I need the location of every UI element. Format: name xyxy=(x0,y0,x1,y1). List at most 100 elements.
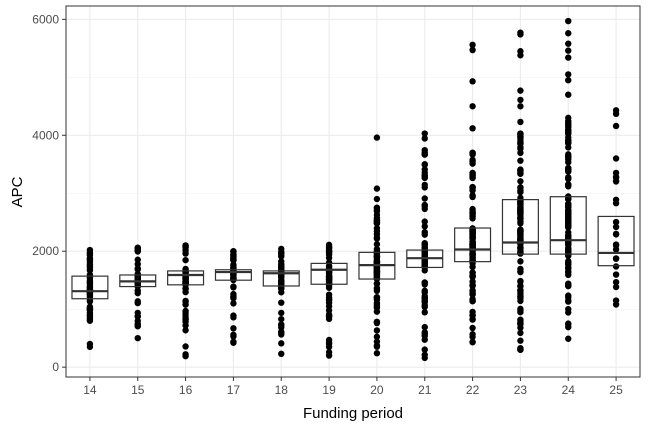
data-point xyxy=(86,256,94,263)
data-point xyxy=(469,192,476,199)
plot-panel xyxy=(65,5,641,378)
x-tick-label: 15 xyxy=(131,383,145,397)
data-point xyxy=(612,246,620,253)
x-tick-label: 19 xyxy=(322,383,336,397)
minor-grid xyxy=(66,77,640,310)
data-point xyxy=(230,274,237,282)
data-point xyxy=(421,247,428,255)
data-point xyxy=(565,91,572,98)
x-tick-label: 21 xyxy=(418,383,432,397)
y-tick-label: 2000 xyxy=(32,244,59,258)
data-point xyxy=(230,338,237,346)
data-point xyxy=(373,257,381,264)
data-point xyxy=(517,305,524,313)
data-point xyxy=(565,261,572,268)
data-point xyxy=(421,330,428,338)
data-point xyxy=(612,271,620,278)
x-tick-label: 17 xyxy=(227,383,241,397)
data-point xyxy=(565,153,572,160)
data-point xyxy=(517,29,524,36)
data-point xyxy=(421,184,428,191)
data-point xyxy=(469,324,476,332)
data-point xyxy=(182,351,189,358)
data-point xyxy=(469,291,476,298)
data-point xyxy=(421,309,428,316)
data-point xyxy=(517,157,524,164)
data-point xyxy=(134,322,141,330)
data-point xyxy=(134,313,141,320)
data-point xyxy=(565,158,572,166)
data-point xyxy=(373,230,381,238)
data-point xyxy=(565,200,572,208)
data-point xyxy=(469,46,476,54)
data-point xyxy=(565,292,572,299)
data-point xyxy=(517,220,524,227)
box-iqr xyxy=(597,215,635,267)
data-point xyxy=(278,315,285,323)
data-point xyxy=(565,166,572,173)
data-point xyxy=(517,178,524,185)
data-point xyxy=(517,184,524,191)
data-point xyxy=(469,260,476,267)
x-tick-label: 20 xyxy=(370,383,384,397)
data-point xyxy=(421,135,428,142)
data-point xyxy=(134,298,141,305)
data-point xyxy=(469,158,476,165)
data-point xyxy=(612,223,620,231)
data-point xyxy=(421,279,428,286)
data-point xyxy=(517,103,524,110)
data-point xyxy=(86,340,94,348)
data-point xyxy=(517,48,524,55)
data-point xyxy=(373,208,381,215)
data-point xyxy=(612,263,620,270)
x-tick-label: 16 xyxy=(179,383,193,397)
data-point xyxy=(230,333,237,340)
data-point xyxy=(230,293,237,301)
data-point xyxy=(565,71,572,78)
data-point xyxy=(86,282,94,289)
data-point xyxy=(373,134,381,141)
data-point xyxy=(86,267,94,274)
data-point xyxy=(182,274,189,282)
data-point xyxy=(373,342,381,349)
data-point xyxy=(469,103,476,110)
data-point xyxy=(565,321,572,328)
data-point xyxy=(469,253,476,261)
data-point xyxy=(517,166,524,174)
data-point xyxy=(612,174,620,181)
data-point xyxy=(565,174,572,181)
data-point xyxy=(517,200,524,207)
data-point xyxy=(469,338,476,346)
data-point xyxy=(517,346,524,353)
x-tick-label: 24 xyxy=(562,383,576,397)
data-point xyxy=(325,247,333,254)
data-point xyxy=(325,349,333,356)
x-tick-label: 22 xyxy=(466,383,480,397)
data-point xyxy=(134,289,141,297)
data-point xyxy=(612,122,620,130)
data-point xyxy=(612,255,620,262)
data-point xyxy=(565,17,572,25)
data-point xyxy=(278,264,285,271)
data-point xyxy=(373,319,381,327)
data-point xyxy=(134,256,141,263)
data-point xyxy=(421,287,428,294)
data-point xyxy=(182,256,189,264)
data-point xyxy=(182,327,189,334)
data-point xyxy=(469,316,476,323)
data-point xyxy=(182,247,189,254)
data-point xyxy=(421,231,428,238)
data-point xyxy=(612,196,620,204)
data-point xyxy=(86,250,94,257)
data-point xyxy=(421,218,428,225)
box-iqr xyxy=(262,270,300,287)
box-iqr xyxy=(310,262,348,285)
data-point xyxy=(182,314,189,322)
data-point xyxy=(517,205,524,212)
data-point xyxy=(182,343,189,350)
data-point xyxy=(278,299,285,306)
data-point xyxy=(517,87,524,94)
data-point xyxy=(469,308,476,316)
data-point xyxy=(565,282,572,290)
data-point xyxy=(612,218,620,226)
